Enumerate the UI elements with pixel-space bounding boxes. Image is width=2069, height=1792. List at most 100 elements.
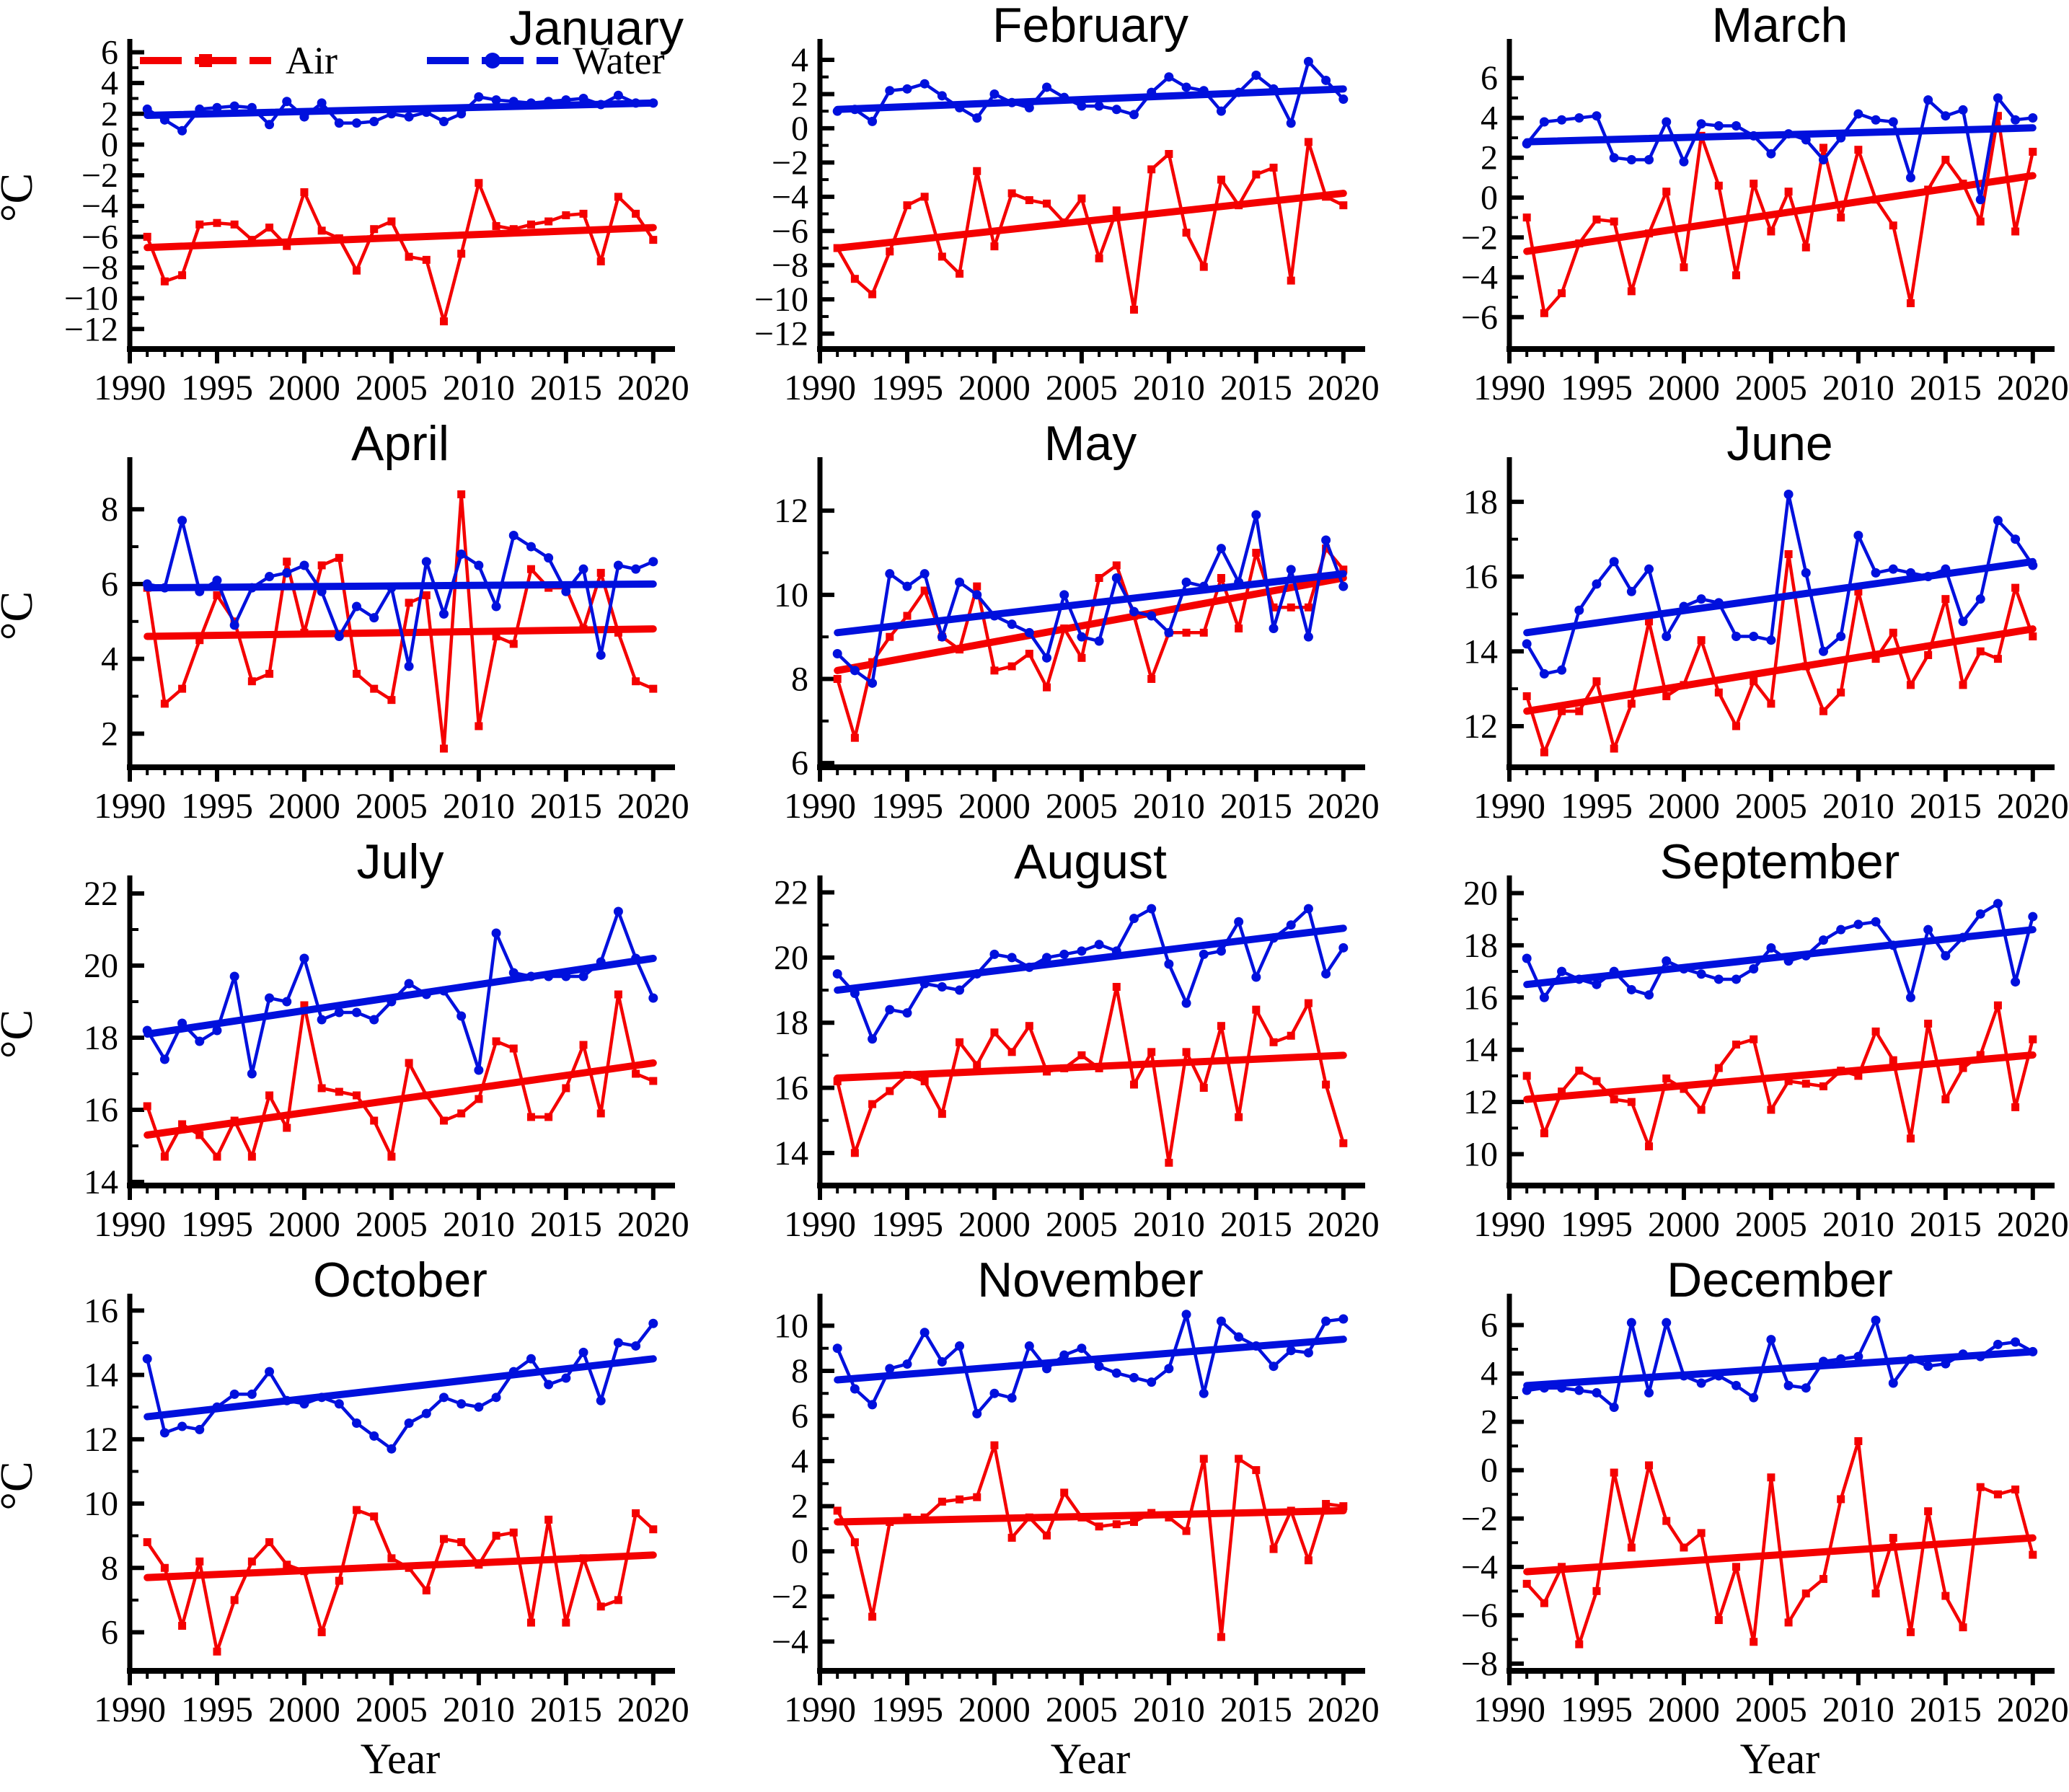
air-point-marker — [1522, 692, 1531, 700]
water-point-marker — [1077, 946, 1087, 956]
water-point-marker — [491, 95, 501, 105]
air-point-marker — [2029, 147, 2037, 156]
x-tick-label: 1990 — [94, 785, 166, 826]
air-point-marker — [405, 252, 413, 261]
air-point-marker — [596, 1602, 605, 1611]
air-point-marker — [265, 1091, 274, 1100]
air-point-marker — [973, 167, 981, 175]
x-tick-label: 2010 — [443, 1204, 515, 1244]
water-point-marker — [1111, 1368, 1121, 1378]
air-point-marker — [1610, 1095, 1618, 1104]
water-point-marker — [1094, 101, 1104, 111]
water-point-marker — [229, 620, 239, 630]
y-tick-label: 16 — [84, 1292, 118, 1330]
water-trend-line — [834, 1336, 1347, 1384]
air-point-marker — [526, 565, 535, 573]
water-point-marker — [902, 581, 912, 591]
water-point-marker — [369, 1431, 379, 1441]
water-point-marker — [1539, 117, 1549, 127]
x-tick-label: 1995 — [1561, 785, 1633, 826]
air-point-marker — [850, 733, 859, 742]
air-point-marker — [370, 1512, 379, 1521]
water-point-marker — [885, 569, 895, 579]
x-tick-label: 1990 — [784, 785, 856, 826]
water-point-marker — [526, 542, 536, 552]
air-point-marker — [614, 1596, 622, 1605]
x-tick-label: 2000 — [958, 1204, 1031, 1244]
air-point-marker — [956, 1038, 964, 1046]
air-series-line — [836, 1443, 1344, 1639]
chart-panel-april: 8 6 4 2 1990 1995 2000 2005 2010 2015 2020 April °C — [0, 418, 689, 826]
water-point-marker — [596, 1395, 606, 1405]
water-point-marker — [1338, 94, 1349, 105]
x-tick-label: 2020 — [1997, 1204, 2069, 1244]
water-trend-line — [144, 955, 657, 1038]
air-point-marker — [422, 591, 431, 599]
air-point-marker — [1339, 1139, 1348, 1147]
air-point-marker — [475, 1095, 483, 1103]
air-point-marker — [1147, 1048, 1156, 1056]
x-tick-label: 2010 — [1133, 1204, 1205, 1244]
x-tick-label: 2020 — [617, 1204, 689, 1244]
water-point-marker — [2011, 115, 2021, 125]
air-point-marker — [2029, 632, 2037, 641]
water-point-marker — [1338, 943, 1349, 953]
air-point-marker — [1837, 213, 1845, 222]
water-point-marker — [404, 661, 414, 671]
water-point-marker — [1286, 118, 1296, 128]
chart-panel-november: 10 8 6 4 2 0 −2 −4 1990 1995 2000 2005 2010 2015 2020 N… — [772, 1255, 1380, 1783]
water-point-marker — [1662, 1317, 1672, 1328]
air-point-marker — [213, 1152, 221, 1161]
air-series-line — [146, 1508, 655, 1654]
x-tick-label: 1995 — [871, 1689, 943, 1729]
water-point-marker — [2011, 1337, 2021, 1347]
air-point-marker — [160, 1563, 169, 1572]
water-point-marker — [1592, 579, 1602, 589]
air-point-marker — [649, 684, 658, 693]
y-tick-label: 4 — [101, 640, 118, 679]
water-point-marker — [438, 1392, 449, 1403]
air-point-marker — [1252, 170, 1261, 179]
x-tick-label: 2020 — [617, 1689, 689, 1729]
water-point-marker — [919, 79, 930, 89]
water-point-marker — [438, 609, 449, 619]
air-point-marker — [1750, 180, 1758, 188]
air-point-marker — [1322, 1500, 1331, 1509]
water-point-marker — [142, 1354, 152, 1364]
air-point-marker — [2011, 227, 2020, 236]
water-trend-line — [1523, 926, 2037, 989]
x-tick-label: 2015 — [530, 367, 602, 407]
air-point-marker — [1304, 138, 1313, 146]
water-point-marker — [1539, 668, 1549, 679]
x-tick-label: 1990 — [94, 1204, 166, 1244]
air-point-marker — [265, 1538, 274, 1547]
water-point-marker — [352, 1418, 362, 1429]
water-point-marker — [1696, 594, 1706, 604]
x-tick-label: 1995 — [871, 1204, 943, 1244]
panel-title: September — [1660, 837, 1900, 889]
water-point-marker — [1269, 624, 1279, 633]
air-point-marker — [1645, 617, 1654, 626]
water-point-marker — [1766, 635, 1776, 645]
water-point-marker — [1696, 119, 1706, 129]
air-point-marker — [247, 1557, 256, 1566]
water-point-marker — [265, 572, 275, 582]
air-point-marker — [1043, 1531, 1051, 1540]
water-point-marker — [1818, 646, 1828, 656]
air-point-marker — [1165, 1158, 1173, 1167]
water-point-marker — [578, 1347, 588, 1357]
air-point-marker — [850, 1149, 859, 1157]
air-point-marker — [1645, 1461, 1654, 1470]
panel-title: March — [1712, 0, 1848, 53]
air-point-marker — [1025, 196, 1033, 205]
x-tick-label: 1995 — [1561, 1689, 1633, 1729]
water-point-marker — [1234, 917, 1244, 927]
air-point-marker — [850, 1538, 859, 1547]
air-point-marker — [562, 1618, 570, 1627]
water-point-marker — [1766, 149, 1776, 159]
air-point-marker — [178, 1622, 187, 1630]
air-point-marker — [1540, 1129, 1548, 1138]
air-point-marker — [1165, 149, 1173, 158]
water-point-marker — [1958, 617, 1968, 627]
air-point-marker — [353, 1091, 361, 1100]
